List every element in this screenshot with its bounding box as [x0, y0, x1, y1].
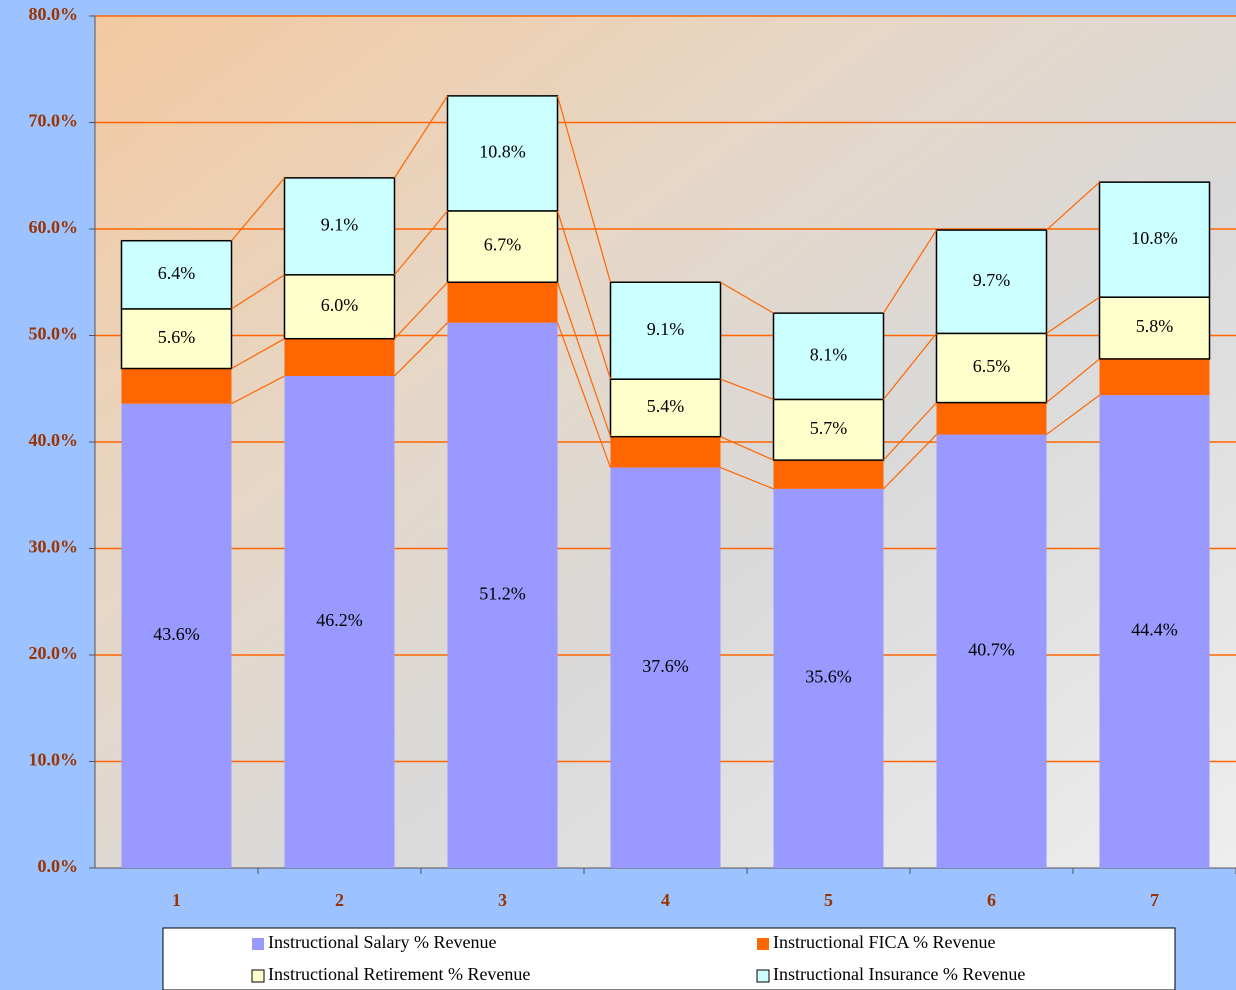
legend-label: Instructional Retirement % Revenue	[268, 964, 530, 984]
x-tick-label: 7	[1150, 890, 1159, 910]
data-label: 5.7%	[810, 418, 848, 438]
y-tick-label: 10.0%	[29, 750, 79, 770]
data-label: 40.7%	[968, 639, 1015, 659]
x-tick-label: 3	[498, 890, 507, 910]
y-tick-label: 80.0%	[29, 4, 79, 24]
bar-segment	[448, 282, 558, 322]
data-label: 5.4%	[647, 396, 685, 416]
data-label: 5.8%	[1136, 316, 1174, 336]
data-label: 9.7%	[973, 270, 1011, 290]
bar-segment	[122, 369, 232, 404]
data-label: 46.2%	[316, 610, 363, 630]
y-tick-label: 0.0%	[38, 856, 79, 876]
data-label: 9.1%	[647, 319, 685, 339]
data-label: 35.6%	[805, 667, 852, 687]
data-label: 6.0%	[321, 295, 359, 315]
chart: 0.0% 10.0% 20.0% 30.0% 40.0% 50.0% 60.0% 70.0% 8…	[0, 0, 1236, 990]
legend-swatch	[252, 938, 264, 950]
data-label: 37.6%	[642, 656, 689, 676]
x-tick-label: 1	[172, 890, 181, 910]
data-label: 6.5%	[973, 356, 1011, 376]
bar-segment	[285, 339, 395, 376]
bar-segment	[611, 437, 721, 468]
y-tick-label: 70.0%	[29, 111, 79, 131]
x-tick-label: 5	[824, 890, 833, 910]
legend-label: Instructional Insurance % Revenue	[773, 964, 1025, 984]
data-label: 8.1%	[810, 344, 848, 364]
data-label: 10.8%	[1131, 228, 1178, 248]
y-tick-label: 40.0%	[29, 430, 79, 450]
legend-swatch	[757, 938, 769, 950]
data-label: 51.2%	[479, 583, 526, 603]
data-label: 44.4%	[1131, 620, 1178, 640]
legend-swatch	[252, 970, 264, 982]
y-tick-label: 20.0%	[29, 643, 79, 663]
x-tick-label: 4	[661, 890, 670, 910]
legend-swatch	[757, 970, 769, 982]
data-label: 5.6%	[158, 327, 196, 347]
data-label: 6.4%	[158, 263, 196, 283]
x-tick-label: 6	[987, 890, 996, 910]
y-tick-label: 50.0%	[29, 324, 79, 344]
legend-label: Instructional FICA % Revenue	[773, 932, 995, 952]
bar-segment	[774, 460, 884, 489]
data-label: 10.8%	[479, 142, 526, 162]
data-label: 6.7%	[484, 235, 522, 255]
y-tick-label: 30.0%	[29, 537, 79, 557]
x-tick-label: 2	[335, 890, 344, 910]
legend-label: Instructional Salary % Revenue	[268, 932, 496, 952]
bar-segment	[937, 403, 1047, 435]
bar-segment	[1100, 359, 1210, 395]
y-tick-label: 60.0%	[29, 217, 79, 237]
data-label: 9.1%	[321, 214, 359, 234]
data-label: 43.6%	[153, 624, 200, 644]
